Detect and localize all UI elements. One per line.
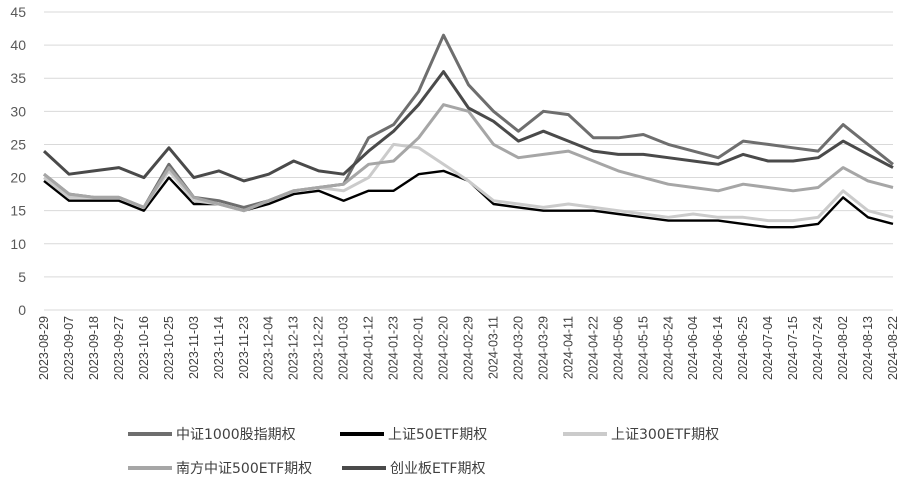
- gridlines: [44, 11, 893, 311]
- y-tick-label: 30: [10, 103, 26, 119]
- x-tick-label: 2024-03-11: [486, 316, 500, 379]
- x-tick-label: 2023-09-18: [87, 316, 101, 380]
- x-tick-label: 2024-07-04: [761, 316, 775, 380]
- x-axis-tick-labels: 2023-08-29 2023-09-07 2023-09-18 2023-09-27…: [37, 316, 900, 380]
- x-tick-label: 2024-01-23: [387, 316, 401, 380]
- series-lines: [42, 33, 894, 229]
- y-tick-label: 45: [10, 4, 26, 20]
- x-tick-label: 2023-12-22: [312, 316, 326, 380]
- y-tick-label: 35: [10, 70, 26, 86]
- x-tick-label: 2024-05-06: [611, 316, 625, 380]
- x-tick-label: 2024-07-24: [811, 316, 825, 380]
- y-tick-label: 25: [10, 136, 26, 152]
- x-tick-label: 2023-10-25: [162, 316, 176, 380]
- x-tick-label: 2023-11-14: [212, 316, 226, 379]
- y-axis-tick-labels: 0 5 10 15 20 25 30 35 40 45: [10, 4, 26, 318]
- x-tick-label: 2024-04-11: [561, 316, 575, 379]
- x-tick-label: 2024-01-12: [362, 316, 376, 380]
- series-line-3: [43, 103, 894, 213]
- legend-label: 上证300ETF期权: [611, 427, 719, 443]
- x-tick-label: 2024-06-25: [736, 316, 750, 380]
- series-line-4: [42, 70, 894, 183]
- legend: 中证1000股指期权 上证50ETF期权 上证300ETF期权南方中证500ETF期…: [128, 427, 719, 477]
- x-tick-label: 2024-07-15: [786, 316, 800, 380]
- y-tick-label: 15: [10, 203, 26, 219]
- legend-label: 上证50ETF期权: [388, 427, 487, 443]
- x-tick-label: 2024-08-02: [836, 316, 850, 380]
- x-tick-label: 2024-06-04: [686, 316, 700, 380]
- y-tick-label: 40: [10, 37, 26, 53]
- x-tick-label: 2024-03-20: [511, 316, 525, 380]
- x-tick-label: 2024-03-29: [536, 316, 550, 380]
- x-tick-label: 2024-02-29: [462, 316, 476, 380]
- x-tick-label: 2024-06-14: [711, 316, 725, 380]
- x-tick-label: 2024-04-22: [586, 316, 600, 380]
- x-tick-label: 2023-12-04: [262, 316, 276, 380]
- y-tick-label: 20: [10, 170, 26, 186]
- x-tick-label: 2023-08-29: [37, 316, 51, 380]
- x-tick-label: 2023-10-16: [137, 316, 151, 380]
- legend-label: 创业板ETF期权: [390, 461, 485, 477]
- y-tick-label: 5: [18, 269, 26, 285]
- x-tick-label: 2024-05-24: [661, 316, 675, 380]
- x-tick-label: 2024-08-13: [861, 316, 875, 380]
- x-tick-label: 2023-11-23: [237, 316, 251, 379]
- legend-label: 中证1000股指期权: [176, 427, 296, 443]
- x-tick-label: 2023-09-27: [112, 316, 126, 380]
- y-tick-label: 0: [18, 302, 26, 318]
- x-tick-label: 2024-02-01: [412, 316, 426, 380]
- series-line-2: [43, 142, 894, 223]
- x-tick-label: 2023-09-07: [62, 316, 76, 380]
- x-tick-label: 2024-02-20: [437, 316, 451, 380]
- x-tick-label: 2024-01-03: [337, 316, 351, 380]
- x-tick-label: 2023-12-13: [287, 316, 301, 380]
- legend-label: 南方中证500ETF期权: [176, 461, 312, 477]
- x-tick-label: 2024-08-22: [886, 316, 900, 380]
- x-tick-label: 2024-05-15: [636, 316, 650, 380]
- x-tick-label: 2023-11-03: [187, 316, 201, 379]
- y-tick-label: 10: [10, 236, 26, 252]
